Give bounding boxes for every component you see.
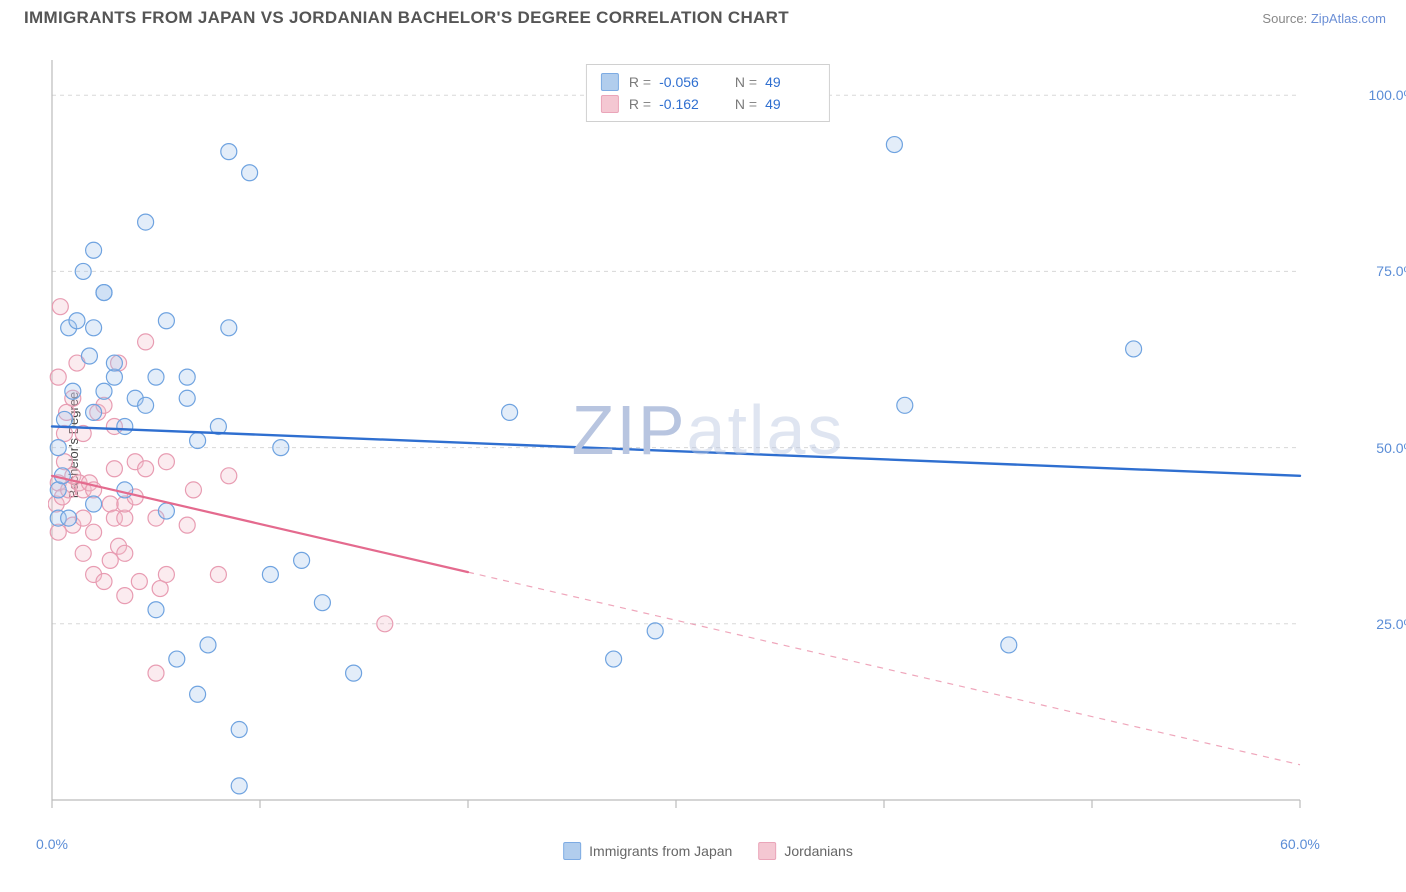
scatter-point	[886, 137, 902, 153]
y-tick-label: 100.0%	[1369, 87, 1406, 103]
scatter-point	[221, 320, 237, 336]
source-link[interactable]: ZipAtlas.com	[1311, 11, 1386, 26]
legend-item: Immigrants from Japan	[563, 842, 732, 860]
scatter-point	[148, 665, 164, 681]
scatter-point	[52, 299, 68, 315]
legend-swatch	[758, 842, 776, 860]
scatter-point	[117, 418, 133, 434]
scatter-point	[86, 524, 102, 540]
scatter-point	[131, 574, 147, 590]
trend-line-extrapolated	[468, 572, 1300, 765]
scatter-point	[158, 313, 174, 329]
scatter-point	[75, 545, 91, 561]
header-bar: IMMIGRANTS FROM JAPAN VS JORDANIAN BACHE…	[0, 0, 1406, 36]
scatter-point	[346, 665, 362, 681]
x-tick-label: 0.0%	[36, 836, 68, 852]
scatter-point	[262, 566, 278, 582]
scatter-plot	[48, 60, 1368, 830]
scatter-point	[96, 574, 112, 590]
scatter-point	[294, 552, 310, 568]
scatter-point	[69, 313, 85, 329]
trend-line	[52, 426, 1300, 475]
scatter-point	[314, 595, 330, 611]
scatter-point	[117, 545, 133, 561]
scatter-point	[106, 461, 122, 477]
scatter-point	[190, 686, 206, 702]
scatter-point	[61, 510, 77, 526]
scatter-point	[138, 334, 154, 350]
legend-swatch	[601, 73, 619, 91]
scatter-point	[50, 440, 66, 456]
legend-swatch	[601, 95, 619, 113]
scatter-point	[81, 348, 97, 364]
scatter-point	[897, 397, 913, 413]
legend-stat-row: R = -0.162 N = 49	[601, 93, 815, 115]
chart-title: IMMIGRANTS FROM JAPAN VS JORDANIAN BACHE…	[24, 8, 789, 28]
scatter-point	[117, 588, 133, 604]
scatter-point	[606, 651, 622, 667]
scatter-point	[138, 461, 154, 477]
scatter-point	[200, 637, 216, 653]
scatter-point	[647, 623, 663, 639]
scatter-point	[86, 320, 102, 336]
scatter-point	[1126, 341, 1142, 357]
y-tick-label: 50.0%	[1376, 440, 1406, 456]
scatter-point	[138, 397, 154, 413]
y-tick-label: 25.0%	[1376, 616, 1406, 632]
correlation-legend: R = -0.056 N = 49R = -0.162 N = 49	[586, 64, 830, 122]
scatter-point	[502, 404, 518, 420]
scatter-point	[1001, 637, 1017, 653]
scatter-point	[65, 383, 81, 399]
scatter-point	[231, 778, 247, 794]
legend-swatch	[563, 842, 581, 860]
scatter-point	[179, 369, 195, 385]
legend-label: Immigrants from Japan	[589, 843, 732, 859]
scatter-point	[75, 263, 91, 279]
y-tick-label: 75.0%	[1376, 263, 1406, 279]
scatter-point	[221, 144, 237, 160]
series-legend: Immigrants from Japan Jordanians	[563, 842, 853, 860]
scatter-point	[50, 369, 66, 385]
scatter-point	[242, 165, 258, 181]
scatter-point	[102, 496, 118, 512]
scatter-point	[102, 552, 118, 568]
scatter-point	[158, 566, 174, 582]
scatter-point	[377, 616, 393, 632]
scatter-point	[148, 602, 164, 618]
scatter-point	[56, 411, 72, 427]
scatter-point	[231, 722, 247, 738]
scatter-point	[106, 355, 122, 371]
scatter-point	[169, 651, 185, 667]
scatter-point	[86, 242, 102, 258]
scatter-point	[86, 496, 102, 512]
legend-stat-row: R = -0.056 N = 49	[601, 71, 815, 93]
scatter-point	[185, 482, 201, 498]
legend-item: Jordanians	[758, 842, 853, 860]
scatter-point	[158, 454, 174, 470]
scatter-point	[221, 468, 237, 484]
scatter-point	[86, 404, 102, 420]
scatter-point	[179, 517, 195, 533]
scatter-point	[210, 566, 226, 582]
chart-area: Bachelor's Degree ZIPatlas R = -0.056 N …	[48, 60, 1368, 830]
scatter-point	[96, 285, 112, 301]
scatter-point	[75, 510, 91, 526]
source-label: Source:	[1262, 11, 1307, 26]
scatter-point	[138, 214, 154, 230]
scatter-point	[50, 482, 66, 498]
scatter-point	[158, 503, 174, 519]
source-attribution: Source: ZipAtlas.com	[1262, 11, 1386, 26]
scatter-point	[179, 390, 195, 406]
x-tick-label: 60.0%	[1280, 836, 1320, 852]
scatter-point	[96, 383, 112, 399]
legend-label: Jordanians	[784, 843, 853, 859]
scatter-point	[117, 482, 133, 498]
scatter-point	[273, 440, 289, 456]
scatter-point	[190, 433, 206, 449]
scatter-point	[148, 369, 164, 385]
